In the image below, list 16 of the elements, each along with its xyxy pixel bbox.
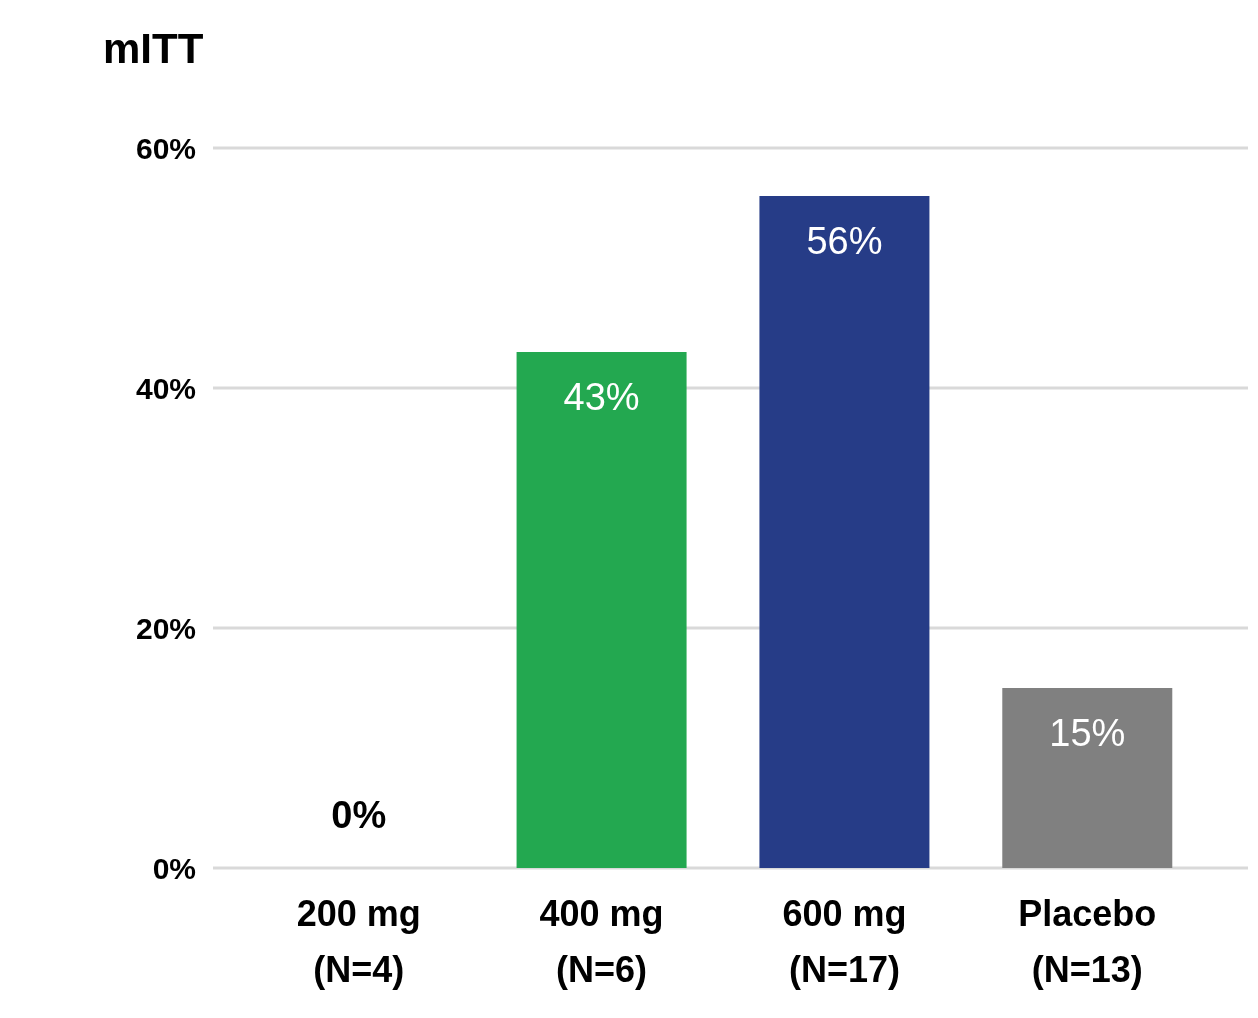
bar — [759, 196, 930, 868]
y-tick-label: 60% — [135, 131, 196, 165]
x-tick-label: 200 mg (N=4) — [296, 893, 421, 990]
x-tick-label: 400 mg (N=6) — [539, 893, 664, 990]
bar — [516, 352, 687, 868]
bar — [1002, 688, 1173, 868]
data-label: 56% — [806, 220, 883, 262]
data-label: 0% — [331, 794, 387, 836]
y-tick-label: 40% — [135, 371, 196, 405]
data-label: 43% — [563, 376, 640, 418]
chart-title: mITT — [103, 25, 204, 72]
x-tick-label: 600 mg (N=17) — [782, 893, 907, 990]
data-label: 15% — [1049, 712, 1126, 754]
y-tick-label: 0% — [152, 851, 196, 885]
y-tick-label: 20% — [135, 611, 196, 645]
x-tick-label: Placebo (N=13) — [1018, 893, 1157, 990]
